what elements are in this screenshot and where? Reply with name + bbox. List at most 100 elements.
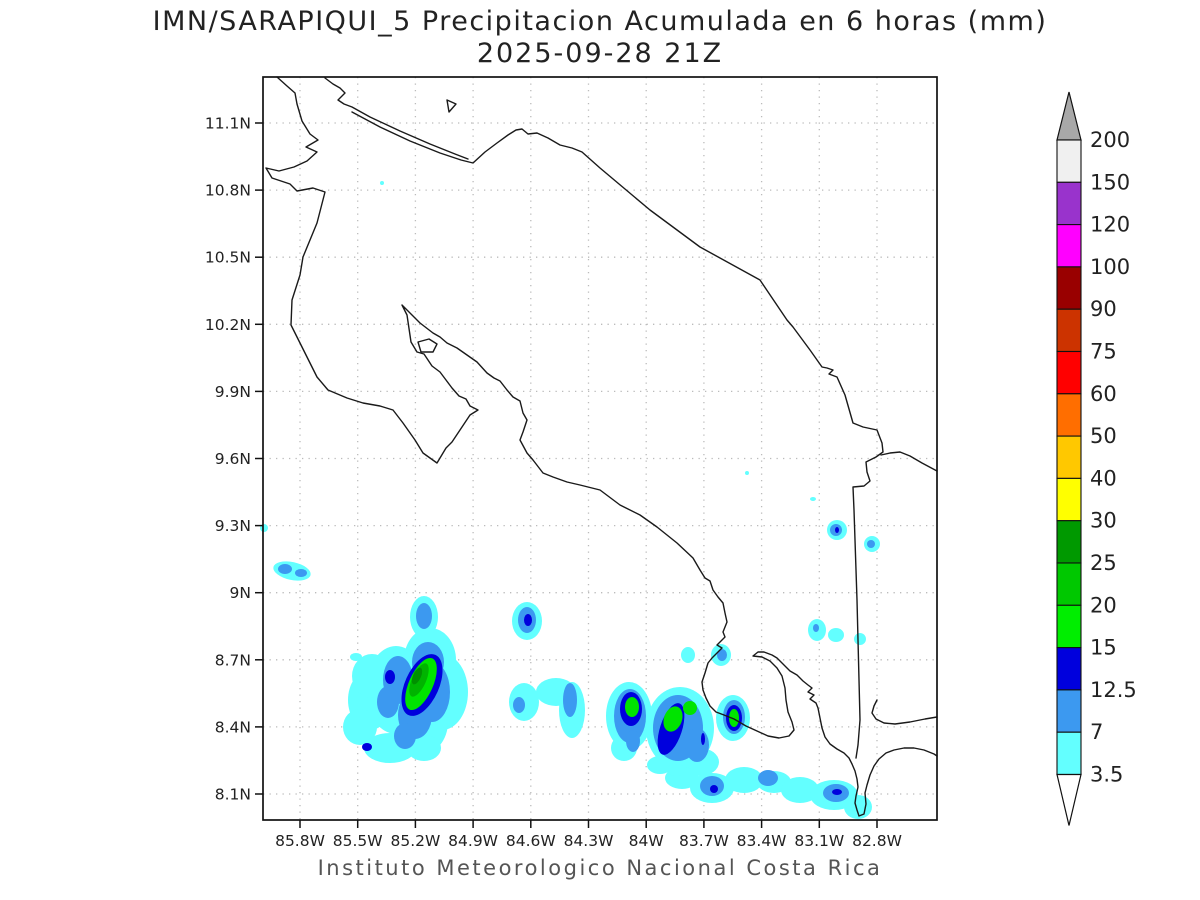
- coastline-path: [871, 699, 938, 725]
- precip-blob-g1: [625, 697, 639, 717]
- colorbar-label: 200: [1090, 128, 1130, 152]
- colorbar-label: 30: [1090, 509, 1117, 533]
- colorbar-label: 90: [1090, 297, 1117, 321]
- precip-blob-db: [362, 743, 372, 751]
- precip-blob-c: [273, 561, 311, 581]
- lon-tick-label: 84W: [629, 832, 664, 850]
- precip-blob-c: [407, 735, 441, 761]
- lat-tick-label: 8.4N: [215, 718, 251, 736]
- precip-blob-c: [725, 767, 763, 793]
- colorbar-label: 7: [1090, 720, 1103, 744]
- colorbar-label: 100: [1090, 255, 1130, 279]
- precip-blob-b: [563, 683, 577, 717]
- colorbar-overflow-arrow: [1056, 91, 1082, 141]
- lon-tick-label: 85.8W: [275, 832, 325, 850]
- precip-blob-g1: [729, 709, 739, 727]
- coastline-path: [265, 76, 938, 817]
- colorbar-label: 20: [1090, 593, 1117, 617]
- precip-blob-c: [854, 633, 866, 645]
- colorbar-label: 3.5: [1090, 763, 1123, 787]
- precip-blob-g1: [683, 701, 697, 715]
- colorbar-segment: [1056, 604, 1082, 649]
- coastline-path: [417, 338, 438, 353]
- lat-tick-label: 10.2N: [205, 316, 251, 334]
- precip-blob-db: [385, 670, 395, 684]
- precip-blob-c: [810, 497, 816, 501]
- colorbar-segment: [1056, 308, 1082, 353]
- precip-blob-db: [832, 789, 842, 795]
- precip-blob-c: [844, 795, 872, 819]
- lat-tick-label: 10.8N: [205, 182, 251, 200]
- colorbar-segment: [1056, 520, 1082, 564]
- precip-blob-b: [813, 624, 819, 632]
- lat-tick-label: 9N: [230, 584, 251, 602]
- precip-blob-b: [416, 603, 432, 629]
- lon-tick-label: 84.6W: [506, 832, 556, 850]
- lon-tick-label: 84.9W: [448, 832, 498, 850]
- colorbar-label: 12.5: [1090, 678, 1137, 702]
- lat-tick-label: 9.9N: [215, 383, 251, 401]
- colorbar-segment: [1056, 731, 1082, 776]
- precip-blob-b: [758, 770, 778, 786]
- precip-blob-c: [681, 647, 695, 663]
- precip-blob-g1: [663, 706, 683, 732]
- precip-blob-db: [710, 785, 718, 793]
- colorbar-label: 50: [1090, 424, 1117, 448]
- precip-blob-c: [828, 628, 844, 642]
- precip-blob-b: [685, 728, 709, 762]
- colorbar-segment: [1056, 689, 1082, 733]
- lon-tick-label: 84.3W: [564, 832, 614, 850]
- precip-blob-c: [343, 709, 377, 745]
- lon-tick-label: 82.8W: [852, 832, 902, 850]
- precip-blob-b: [717, 649, 727, 661]
- lat-tick-label: 8.1N: [215, 786, 251, 804]
- lat-tick-label: 9.3N: [215, 517, 251, 535]
- footer-attribution: Instituto Meteorologico Nacional Costa R…: [317, 856, 883, 880]
- coastline-path: [324, 77, 469, 160]
- colorbar-underflow-arrow: [1056, 773, 1082, 826]
- lon-tick-label: 83.7W: [679, 832, 729, 850]
- lon-tick-label: 85.5W: [333, 832, 383, 850]
- lat-tick-label: 10.5N: [205, 249, 251, 267]
- colorbar-segment: [1056, 435, 1082, 479]
- precip-blob-b: [626, 730, 640, 752]
- colorbar-label: 40: [1090, 466, 1117, 490]
- precip-blob-b: [513, 697, 525, 713]
- colorbar-segment: [1056, 266, 1082, 310]
- precip-blob-c: [647, 756, 673, 774]
- chart-title: IMN/SARAPIQUI_5 Precipitacion Acumulada …: [152, 6, 1048, 37]
- lat-tick-label: 11.1N: [205, 115, 251, 133]
- map-frame: [262, 76, 938, 821]
- precip-blob-db: [701, 733, 705, 745]
- precip-blob-c: [380, 181, 384, 185]
- precip-blob-c: [350, 653, 362, 661]
- colorbar-segment: [1056, 477, 1082, 522]
- colorbar-segment: [1056, 181, 1082, 226]
- colorbar-segment: [1056, 350, 1082, 395]
- precip-blob-b: [394, 723, 416, 749]
- coastline-path: [446, 99, 457, 113]
- colorbar-label: 120: [1090, 213, 1130, 237]
- colorbar-segment: [1056, 562, 1082, 606]
- colorbar-label: 25: [1090, 551, 1117, 575]
- precip-blob-b: [867, 540, 875, 548]
- lon-tick-label: 83.4W: [737, 832, 787, 850]
- colorbar-label: 60: [1090, 382, 1117, 406]
- lon-tick-label: 85.2W: [390, 832, 440, 850]
- chart-date-subtitle: 2025-09-28 21Z: [476, 38, 724, 69]
- precip-blob-b: [377, 686, 399, 718]
- precip-blob-b: [295, 569, 307, 577]
- colorbar-segment: [1056, 139, 1082, 183]
- colorbar-label: 150: [1090, 170, 1130, 194]
- precip-blob-c: [352, 654, 392, 698]
- coastline-path: [880, 451, 938, 472]
- colorbar-segment: [1056, 647, 1082, 691]
- coastline-path: [351, 111, 884, 759]
- precip-blob-b: [278, 564, 292, 574]
- lon-tick-label: 83.1W: [794, 832, 844, 850]
- colorbar-segment: [1056, 393, 1082, 437]
- lat-tick-label: 9.6N: [215, 450, 251, 468]
- precip-blob-g3: [411, 667, 423, 685]
- colorbar-label: 75: [1090, 340, 1117, 364]
